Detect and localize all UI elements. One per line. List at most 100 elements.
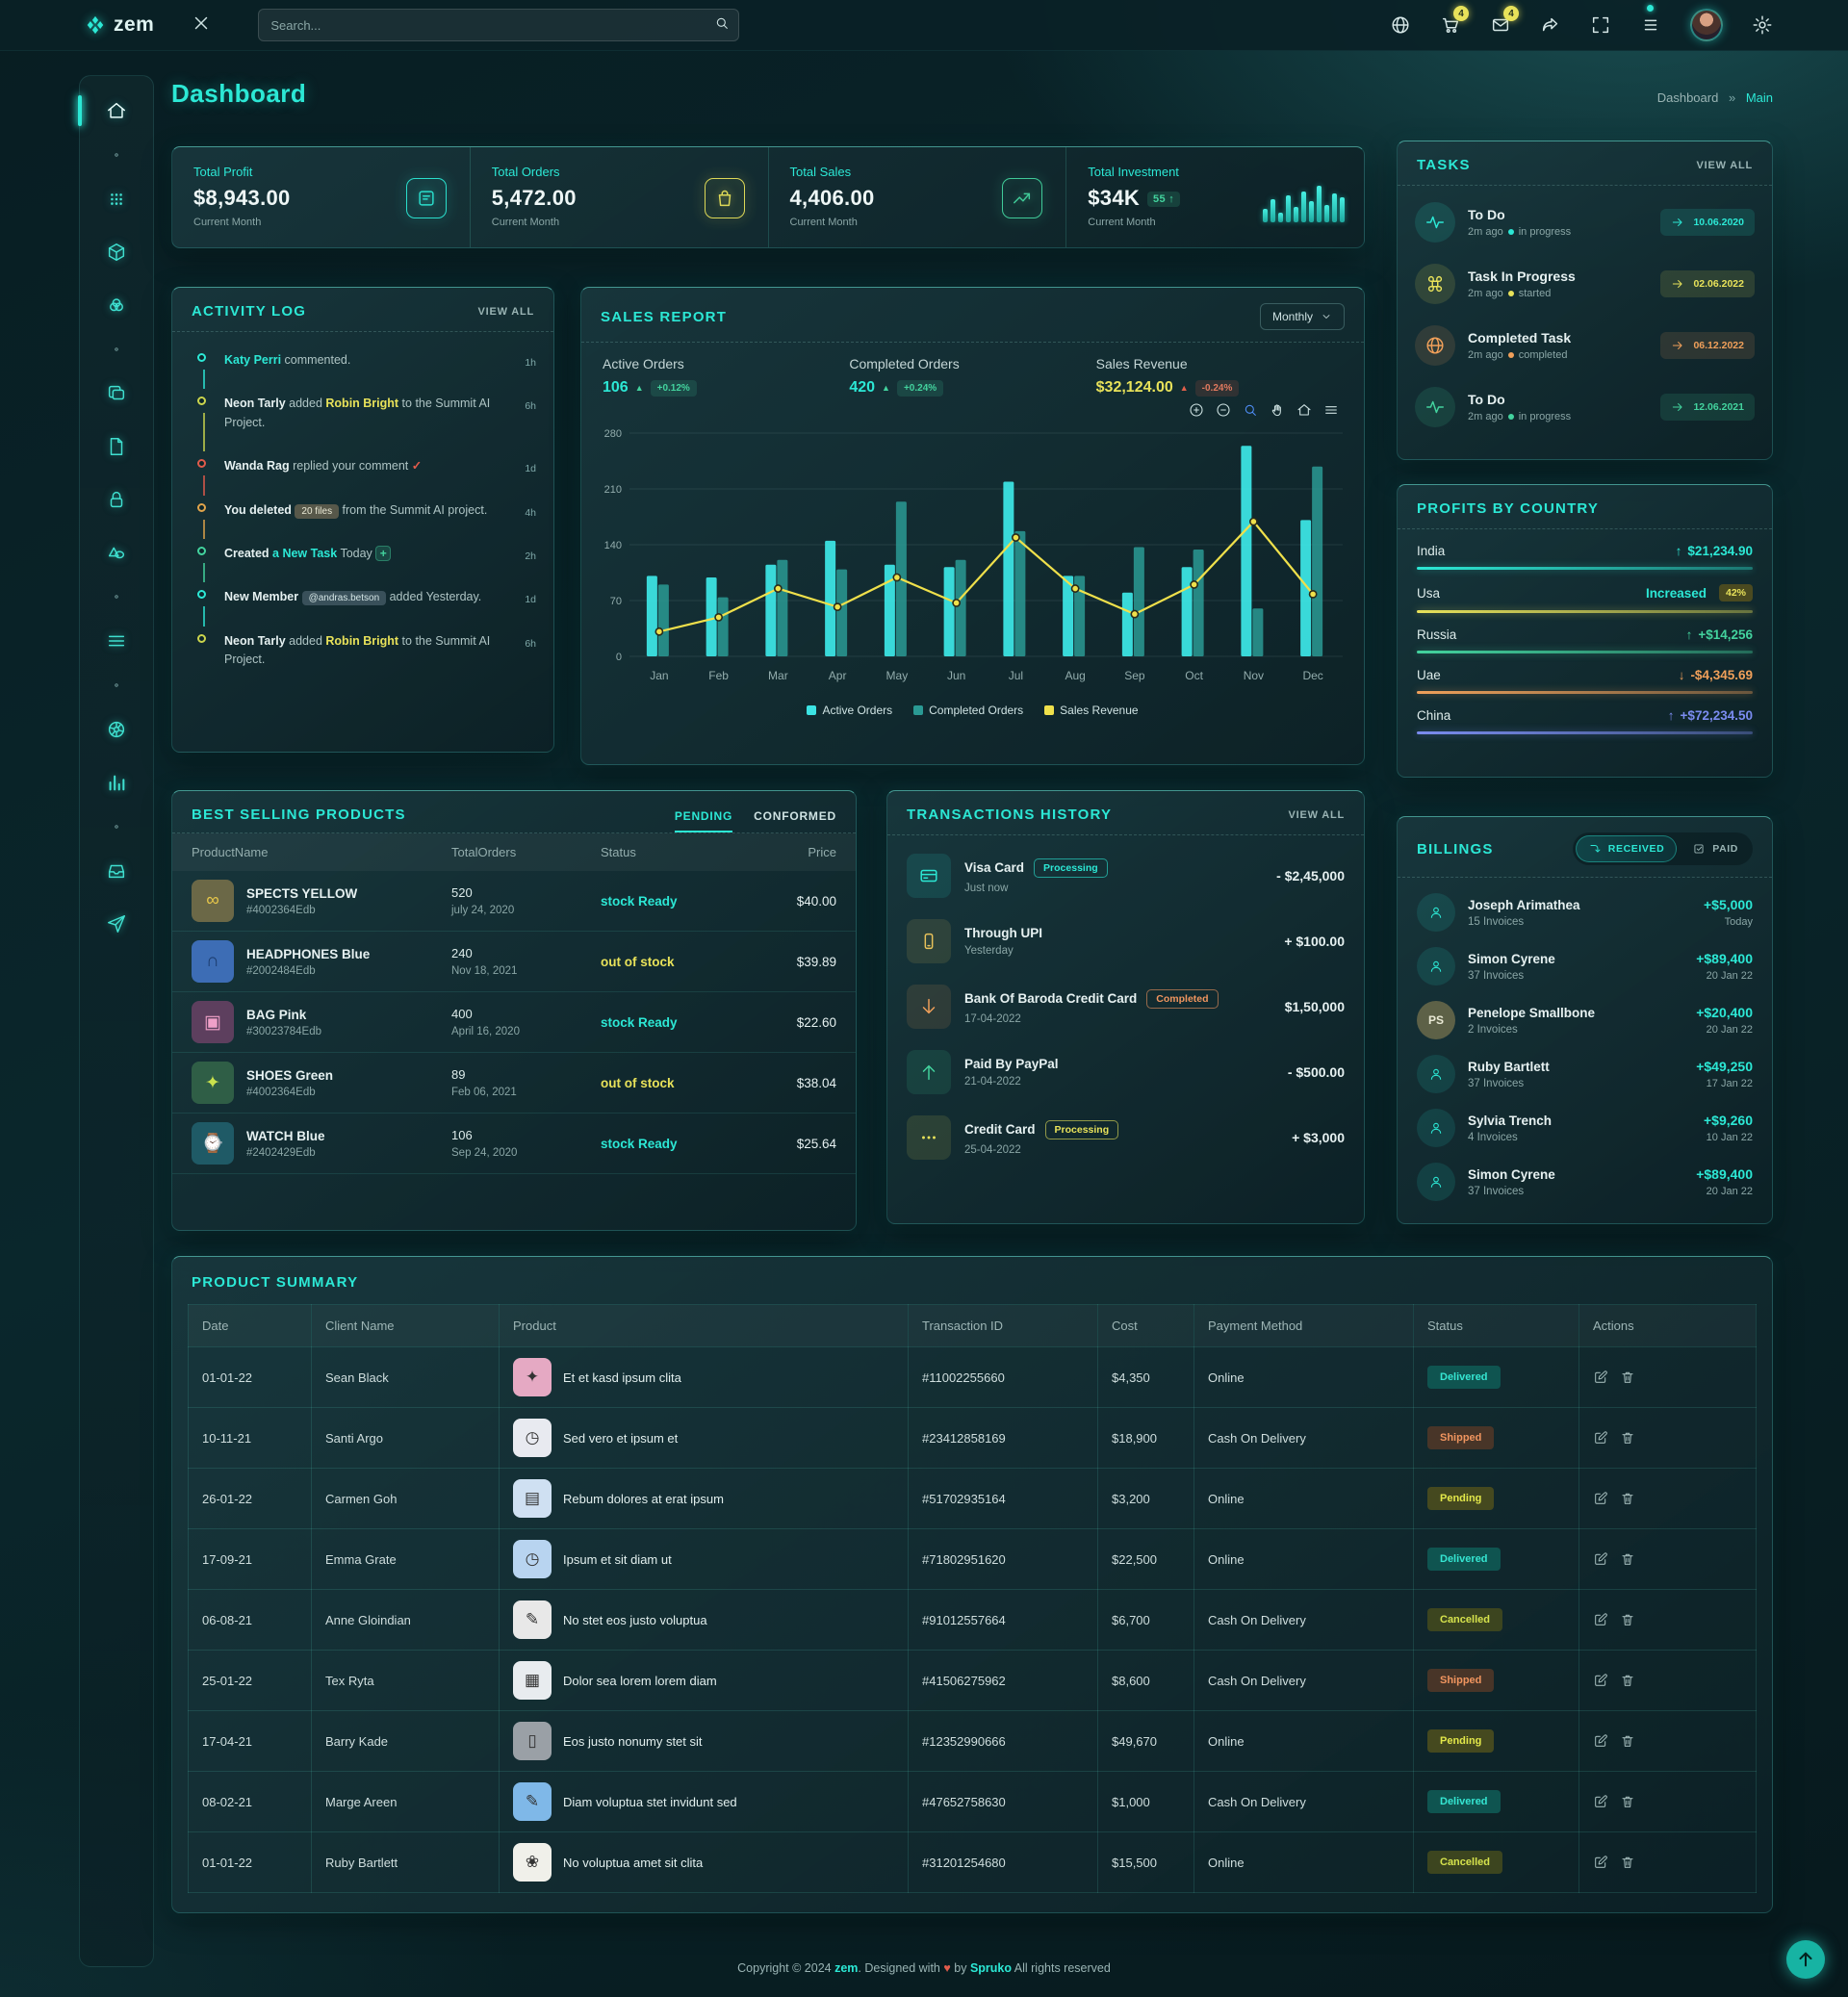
delete-button[interactable]: [1620, 1794, 1635, 1809]
task-date-badge[interactable]: 10.06.2020: [1660, 209, 1755, 236]
svg-text:210: 210: [604, 484, 622, 496]
chart-pan-button[interactable]: [1270, 402, 1285, 418]
period-dropdown[interactable]: Monthly: [1259, 303, 1345, 330]
product-row[interactable]: ∞ SPECTS YELLOW #4002364Edb 520 july 24,…: [172, 871, 856, 932]
task-row[interactable]: Task In Progress 2m ago started 02.06.20…: [1398, 253, 1772, 315]
edit-button[interactable]: [1593, 1733, 1608, 1749]
billing-row[interactable]: Simon Cyrene 37 Invoices +$89,400 20 Jan…: [1398, 939, 1772, 993]
sidebar-item-home[interactable]: [78, 91, 139, 130]
chart-zoom-out-button[interactable]: [1216, 402, 1231, 418]
edit-button[interactable]: [1593, 1612, 1608, 1627]
sidebar-item-venn[interactable]: [94, 286, 139, 324]
mention-chip[interactable]: @andras.betson: [301, 591, 387, 606]
legend-sales-revenue[interactable]: Sales Revenue: [1044, 704, 1139, 717]
header-listlines-button[interactable]: [1640, 5, 1661, 36]
tasks-view-all[interactable]: VIEW ALL: [1696, 159, 1753, 171]
breadcrumb-main[interactable]: Main: [1745, 90, 1773, 105]
legend-completed-orders[interactable]: Completed Orders: [913, 704, 1023, 717]
sidebar-item-wheel[interactable]: [94, 710, 139, 749]
toggle-paid[interactable]: PAID: [1681, 836, 1750, 861]
search-input[interactable]: [258, 9, 740, 41]
edit-button[interactable]: [1593, 1370, 1608, 1385]
search-icon[interactable]: [714, 15, 730, 36]
transaction-row[interactable]: Visa Card Processing Just now - $2,45,00…: [887, 843, 1364, 909]
sidebar-item-dot-1[interactable]: [94, 144, 139, 166]
transaction-row[interactable]: Paid By PayPal 21-04-2022 - $500.00: [887, 1039, 1364, 1105]
breadcrumb-dashboard[interactable]: Dashboard: [1656, 90, 1719, 105]
edit-button[interactable]: [1593, 1855, 1608, 1870]
edit-button[interactable]: [1593, 1430, 1608, 1446]
transactions-view-all[interactable]: VIEW ALL: [1288, 808, 1345, 821]
delete-button[interactable]: [1620, 1551, 1635, 1567]
sidebar-item-bars[interactable]: [94, 763, 139, 802]
user-avatar[interactable]: [1690, 9, 1723, 41]
sidebar-item-grid[interactable]: [94, 180, 139, 218]
billing-row[interactable]: Ruby Bartlett 37 Invoices +$49,250 17 Ja…: [1398, 1047, 1772, 1101]
sidebar-item-inbox[interactable]: [94, 852, 139, 890]
brand-logo[interactable]: zem: [85, 13, 154, 37]
sidebar-item-shapes[interactable]: [94, 533, 139, 572]
cell-payment-method: Cash On Delivery: [1194, 1771, 1414, 1832]
arrow-right-icon: [1673, 403, 1682, 411]
task-date-badge[interactable]: 02.06.2022: [1660, 270, 1755, 297]
legend-active-orders[interactable]: Active Orders: [807, 704, 892, 717]
task-row[interactable]: To Do 2m ago in progress 10.06.2020: [1398, 192, 1772, 253]
sidebar-item-dot-15[interactable]: [94, 816, 139, 837]
chart-menu-button[interactable]: [1323, 402, 1339, 418]
delete-button[interactable]: [1620, 1491, 1635, 1506]
delete-button[interactable]: [1620, 1855, 1635, 1870]
billing-row[interactable]: Joseph Arimathea 15 Invoices +$5,000 Tod…: [1398, 885, 1772, 939]
sidebar-item-dot-5[interactable]: [94, 339, 139, 360]
chart-zoom-select-button[interactable]: [1243, 402, 1258, 418]
billing-row[interactable]: Sylvia Trench 4 Invoices +$9,260 10 Jan …: [1398, 1101, 1772, 1155]
transaction-row[interactable]: Through UPI Yesterday + $100.00: [887, 909, 1364, 974]
activity-view-all[interactable]: VIEW ALL: [477, 305, 534, 318]
product-row[interactable]: ▣ BAG Pink #30023784Edb 400 April 16, 20…: [172, 992, 856, 1053]
product-row[interactable]: ✦ SHOES Green #4002364Edb 89 Feb 06, 202…: [172, 1053, 856, 1114]
transaction-row[interactable]: Credit Card Processing 25-04-2022 + $3,0…: [887, 1105, 1364, 1170]
task-row[interactable]: Completed Task 2m ago completed 06.12.20…: [1398, 315, 1772, 376]
delete-button[interactable]: [1620, 1673, 1635, 1688]
sidebar-item-file[interactable]: [94, 427, 139, 466]
task-row[interactable]: To Do 2m ago in progress 12.06.2021: [1398, 376, 1772, 438]
header-mail-button[interactable]: 4: [1490, 6, 1519, 36]
delete-button[interactable]: [1620, 1612, 1635, 1627]
edit-button[interactable]: [1593, 1673, 1608, 1688]
sidebar-item-send[interactable]: [94, 905, 139, 943]
header-gear-button[interactable]: [1752, 14, 1773, 36]
transaction-row[interactable]: Bank Of Baroda Credit Card Completed 17-…: [887, 974, 1364, 1039]
sidebar-item-cube[interactable]: [94, 233, 139, 271]
add-task-button[interactable]: +: [375, 546, 392, 562]
delete-button[interactable]: [1620, 1430, 1635, 1446]
footer-brand[interactable]: zem: [834, 1961, 859, 1975]
product-row[interactable]: ⌚ WATCH Blue #2402429Edb 106 Sep 24, 202…: [172, 1114, 856, 1174]
header-expand-button[interactable]: [1590, 14, 1611, 36]
tab-conformed[interactable]: CONFORMED: [754, 809, 836, 823]
edit-button[interactable]: [1593, 1491, 1608, 1506]
sidebar-item-menu[interactable]: [94, 622, 139, 660]
footer-vendor[interactable]: Spruko: [969, 1961, 1012, 1975]
delete-button[interactable]: [1620, 1733, 1635, 1749]
task-date-badge[interactable]: 06.12.2022: [1660, 332, 1755, 359]
billing-row[interactable]: Simon Cyrene 37 Invoices +$89,400 20 Jan…: [1398, 1155, 1772, 1209]
scroll-to-top-button[interactable]: [1786, 1940, 1825, 1979]
task-date-badge[interactable]: 12.06.2021: [1660, 394, 1755, 421]
sidebar-close-icon[interactable]: [191, 13, 212, 38]
header-globe-button[interactable]: [1390, 14, 1411, 36]
sidebar-item-dot-10[interactable]: [94, 586, 139, 607]
sidebar-item-lock[interactable]: [94, 480, 139, 519]
sales-chart-svg[interactable]: 0 70 140 210 280 Jan Feb Mar Apr May Jun Jul Aug…: [591, 420, 1352, 697]
header-share-button[interactable]: [1540, 14, 1561, 36]
chart-home-button[interactable]: [1296, 402, 1312, 418]
toggle-received[interactable]: RECEIVED: [1575, 835, 1678, 862]
billing-row[interactable]: PS Penelope Smallbone 2 Invoices +$20,40…: [1398, 993, 1772, 1047]
delete-button[interactable]: [1620, 1370, 1635, 1385]
edit-button[interactable]: [1593, 1551, 1608, 1567]
chart-zoom-in-button[interactable]: [1189, 402, 1204, 418]
header-cart-button[interactable]: 4: [1440, 6, 1469, 36]
edit-button[interactable]: [1593, 1794, 1608, 1809]
sidebar-item-dot-12[interactable]: [94, 675, 139, 696]
product-row[interactable]: ∩ HEADPHONES Blue #2002484Edb 240 Nov 18…: [172, 932, 856, 992]
sidebar-item-copy[interactable]: [94, 374, 139, 413]
tab-pending[interactable]: PENDING: [674, 809, 733, 832]
